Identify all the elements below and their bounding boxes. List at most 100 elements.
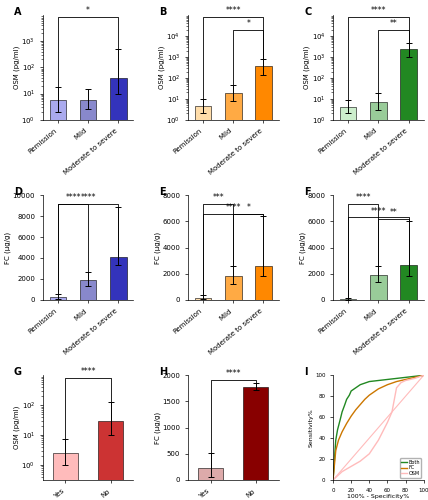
- Both: [344, 396, 349, 402]
- Bar: [110, 257, 127, 300]
- Both: [342, 402, 348, 407]
- FC: [403, 376, 408, 382]
- Both: [348, 388, 354, 394]
- Both: [385, 376, 390, 382]
- Bar: [244, 387, 268, 480]
- OSM: [376, 437, 381, 443]
- FC: [336, 437, 341, 443]
- FC: [421, 372, 426, 378]
- Bar: [340, 299, 357, 300]
- Bar: [255, 66, 272, 500]
- Both: [333, 437, 338, 443]
- OSM: [367, 451, 372, 457]
- Both: [367, 378, 372, 384]
- FC: [333, 448, 338, 454]
- Y-axis label: FC (μg/g): FC (μg/g): [5, 232, 11, 264]
- Y-axis label: Sensitivity%: Sensitivity%: [309, 408, 313, 447]
- Bar: [98, 421, 123, 500]
- Line: Both: Both: [333, 376, 424, 480]
- Both: [339, 409, 345, 415]
- Bar: [50, 296, 66, 300]
- Text: **: **: [389, 19, 397, 28]
- Bar: [80, 280, 96, 300]
- FC: [339, 429, 345, 435]
- Bar: [370, 275, 386, 300]
- Y-axis label: FC (μg/g): FC (μg/g): [155, 232, 161, 264]
- Both: [412, 374, 417, 380]
- OSM: [339, 468, 345, 474]
- OSM: [330, 477, 336, 483]
- Both: [376, 378, 381, 384]
- FC: [394, 378, 399, 384]
- OSM: [421, 372, 426, 378]
- Text: ***: ***: [212, 193, 224, 202]
- Y-axis label: OSM (pg/ml): OSM (pg/ml): [304, 46, 310, 89]
- Both: [403, 374, 408, 380]
- Bar: [53, 453, 78, 500]
- Bar: [340, 107, 357, 500]
- Text: ****: ****: [371, 6, 386, 15]
- Text: **: **: [389, 208, 397, 218]
- Bar: [195, 298, 211, 300]
- X-axis label: 100% - Specificity%: 100% - Specificity%: [347, 494, 410, 499]
- Both: [347, 392, 352, 398]
- Bar: [198, 468, 223, 480]
- Text: *: *: [86, 6, 90, 15]
- Legend: Both, FC, OSM: Both, FC, OSM: [400, 458, 421, 477]
- Y-axis label: FC (μg/g): FC (μg/g): [155, 412, 161, 444]
- Text: ****: ****: [65, 193, 81, 202]
- Text: A: A: [14, 6, 21, 16]
- Text: *: *: [247, 203, 250, 212]
- Text: ****: ****: [226, 6, 241, 15]
- Y-axis label: OSM (pg/ml): OSM (pg/ml): [13, 46, 20, 89]
- Text: ****: ****: [371, 206, 386, 216]
- Text: H: H: [159, 367, 167, 377]
- FC: [358, 402, 363, 407]
- Bar: [195, 106, 211, 500]
- Text: ****: ****: [226, 203, 241, 212]
- FC: [376, 386, 381, 392]
- FC: [385, 382, 390, 388]
- Text: I: I: [304, 367, 307, 377]
- Text: ****: ****: [80, 366, 96, 376]
- OSM: [398, 380, 404, 386]
- Text: E: E: [159, 187, 166, 197]
- OSM: [335, 473, 340, 479]
- Text: *: *: [247, 19, 250, 28]
- Both: [421, 372, 426, 378]
- Line: OSM: OSM: [333, 376, 424, 480]
- Bar: [50, 100, 66, 500]
- Bar: [255, 266, 272, 300]
- Bar: [400, 48, 417, 500]
- Bar: [110, 78, 127, 500]
- OSM: [385, 420, 390, 426]
- Text: D: D: [14, 187, 22, 197]
- Both: [335, 426, 340, 432]
- OSM: [394, 385, 399, 391]
- OSM: [389, 409, 395, 415]
- Bar: [370, 102, 386, 500]
- OSM: [412, 376, 417, 382]
- Text: F: F: [304, 187, 311, 197]
- Text: G: G: [14, 367, 22, 377]
- Text: ****: ****: [80, 194, 96, 202]
- Both: [330, 477, 336, 483]
- Bar: [225, 94, 241, 500]
- Both: [358, 382, 363, 388]
- Bar: [80, 100, 96, 500]
- Both: [394, 376, 399, 382]
- FC: [412, 374, 417, 380]
- Both: [338, 416, 343, 422]
- Text: B: B: [159, 6, 166, 16]
- Bar: [225, 276, 241, 300]
- Bar: [400, 264, 417, 300]
- Both: [353, 385, 358, 391]
- Y-axis label: FC (μg/g): FC (μg/g): [300, 232, 306, 264]
- FC: [348, 413, 354, 419]
- Line: FC: FC: [333, 376, 424, 480]
- OSM: [403, 378, 408, 384]
- FC: [353, 407, 358, 413]
- FC: [330, 477, 336, 483]
- FC: [367, 392, 372, 398]
- Y-axis label: OSM (pg/ml): OSM (pg/ml): [158, 46, 165, 89]
